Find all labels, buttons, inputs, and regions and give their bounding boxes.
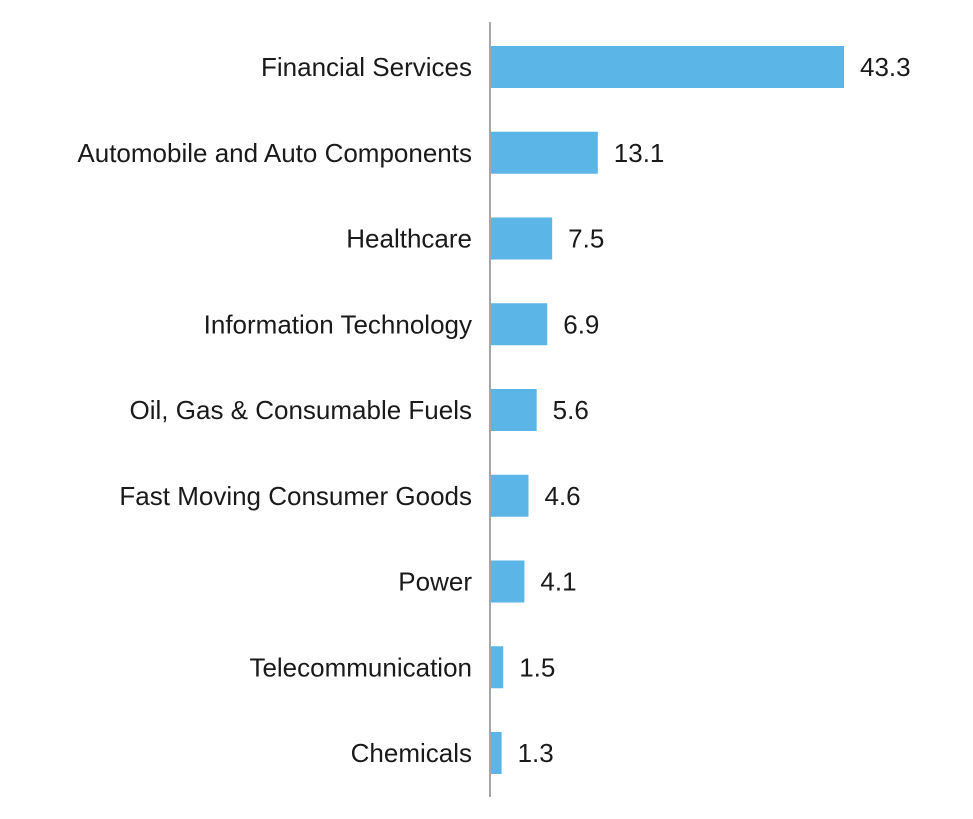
category-label: Chemicals — [351, 738, 472, 768]
value-label: 7.5 — [568, 224, 604, 254]
category-label: Fast Moving Consumer Goods — [119, 481, 472, 511]
category-label: Oil, Gas & Consumable Fuels — [130, 395, 472, 425]
category-label: Automobile and Auto Components — [77, 138, 472, 168]
value-label: 13.1 — [614, 138, 665, 168]
labels-layer: Financial Services 43.3 Automobile and Aut… — [77, 52, 910, 768]
category-label: Financial Services — [261, 52, 472, 82]
value-label: 4.6 — [545, 481, 581, 511]
value-label: 1.3 — [518, 738, 554, 768]
bar-7 — [491, 560, 525, 603]
value-label: 6.9 — [563, 309, 599, 339]
category-label: Power — [398, 567, 472, 597]
value-label: 43.3 — [860, 52, 911, 82]
bar-5 — [491, 389, 537, 431]
bar-8 — [491, 646, 504, 689]
bar-9 — [491, 732, 502, 774]
value-label: 1.5 — [519, 652, 555, 682]
bar-2 — [491, 131, 598, 174]
bar-6 — [491, 474, 529, 517]
bar-1 — [491, 46, 844, 88]
value-label: 4.1 — [540, 567, 576, 597]
category-label: Information Technology — [204, 309, 472, 339]
bar-3 — [491, 217, 553, 260]
category-label: Telecommunication — [249, 652, 472, 682]
bar-4 — [491, 303, 548, 346]
category-label: Healthcare — [346, 224, 472, 254]
value-label: 5.6 — [553, 395, 589, 425]
bars-layer — [491, 46, 844, 774]
